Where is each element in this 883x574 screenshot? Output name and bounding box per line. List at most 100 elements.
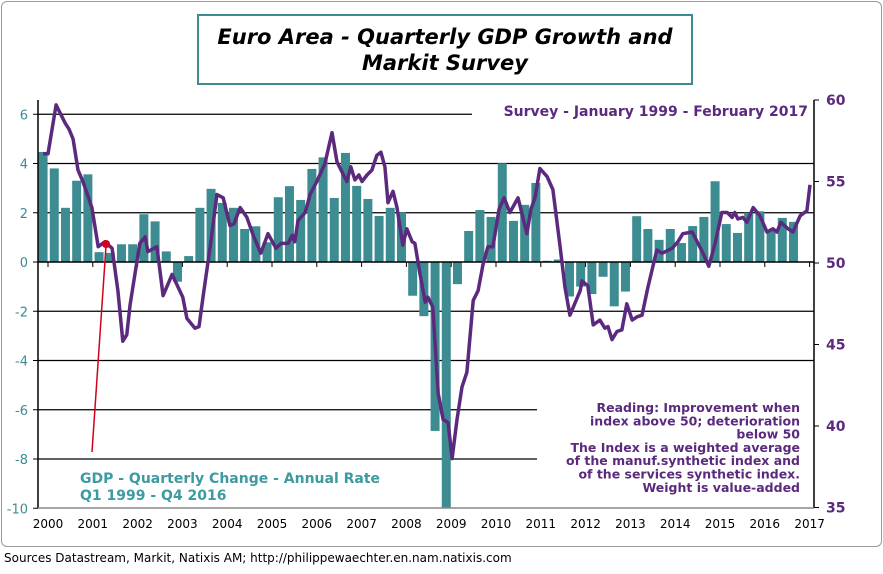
chart-frame [1, 1, 882, 547]
x-tick-label: 2009 [436, 517, 467, 531]
x-tick-label: 2000 [33, 517, 64, 531]
left-tick-label: -8 [15, 453, 28, 468]
gdp-bar [710, 181, 720, 262]
gdp-bar [576, 262, 586, 287]
gdp-bar [307, 168, 317, 262]
gdp-bar [520, 204, 530, 262]
gdp-bar [732, 232, 742, 262]
reading-note-line: The Index is a weighted average [570, 440, 800, 455]
right-tick-label: 45 [826, 338, 845, 354]
gdp-bar [161, 251, 171, 262]
gdp-bar [105, 252, 115, 262]
gdp-bar [240, 229, 250, 262]
x-tick-label: 2005 [257, 517, 288, 531]
gdp-bar [172, 262, 182, 282]
left-tick-label: -6 [15, 404, 28, 419]
reading-note-line: below 50 [736, 427, 800, 442]
reading-note-line: Weight is value-added [642, 480, 800, 495]
gdp-bar [766, 230, 776, 262]
left-tick-label: 6 [20, 108, 28, 123]
gdp-bar [352, 185, 362, 262]
gdp-bar [777, 217, 787, 262]
gdp-bar [408, 262, 418, 296]
gdp-bar [116, 244, 126, 262]
gdp-bar [688, 226, 698, 262]
gdp-bar [441, 262, 451, 509]
gdp-bar [318, 157, 328, 262]
left-tick-label: 0 [20, 256, 28, 271]
left-tick-label: -2 [15, 305, 28, 320]
gdp-bar [273, 197, 283, 262]
gdp-bar [464, 230, 474, 262]
left-tick-label: -4 [15, 355, 28, 370]
gdp-bar [699, 216, 709, 262]
x-tick-label: 2017 [794, 517, 825, 531]
x-tick-label: 2015 [705, 517, 736, 531]
gdp-bar [385, 207, 395, 262]
gdp-bar [598, 262, 608, 277]
x-tick-label: 2007 [346, 517, 377, 531]
gdp-bar [620, 262, 630, 292]
gdp-bar [744, 212, 754, 262]
x-tick-label: 2006 [302, 517, 333, 531]
gdp-bar [150, 221, 160, 262]
gdp-bar [508, 220, 518, 262]
left-tick-label: 2 [20, 207, 28, 222]
gdp-bar [72, 180, 82, 262]
gdp-bar [632, 216, 642, 262]
gdp-bar [755, 211, 765, 262]
gdp-bar [228, 207, 238, 262]
gdp-bar [553, 259, 563, 262]
x-tick-label: 2014 [660, 517, 691, 531]
left-tick-label: -10 [7, 502, 28, 517]
gdp-bar [128, 244, 138, 262]
x-tick-label: 2008 [391, 517, 422, 531]
gdp-bar [665, 229, 675, 262]
x-tick-label: 2012 [570, 517, 601, 531]
gdp-bar [195, 207, 205, 262]
right-tick-label: 55 [826, 175, 845, 191]
gdp-bar [83, 174, 93, 262]
x-tick-label: 2011 [526, 517, 557, 531]
gdp-bar [609, 262, 619, 307]
gdp-bar [788, 221, 798, 262]
gdp-bar [284, 186, 294, 262]
x-tick-label: 2002 [122, 517, 153, 531]
x-tick-label: 2016 [750, 517, 781, 531]
survey-legend-label: Survey - January 1999 - February 2017 [504, 104, 808, 120]
right-tick-label: 60 [826, 93, 846, 109]
right-tick-label: 50 [826, 256, 846, 272]
x-tick-label: 2013 [615, 517, 646, 531]
gdp-bar [206, 188, 216, 262]
reading-note-line: of the services synthetic index. [578, 467, 800, 482]
gdp-bar [676, 243, 686, 262]
gdp-bar [643, 229, 653, 262]
gdp-bar [475, 210, 485, 262]
right-tick-label: 40 [826, 419, 846, 435]
arrow-dot [102, 240, 110, 248]
x-tick-label: 2010 [481, 517, 512, 531]
gdp-bar [38, 151, 48, 262]
gdp-bar [49, 168, 59, 262]
gdp-bar [587, 262, 597, 295]
sources-footer: Sources Datastream, Markit, Natixis AM; … [4, 551, 512, 565]
survey-line [43, 103, 812, 461]
gdp-bar [497, 163, 507, 262]
x-tick-label: 2001 [78, 517, 109, 531]
gdp-bar [363, 198, 373, 262]
gdp-legend-label: GDP - Quarterly Change - Annual Rate [80, 471, 380, 487]
gdp-period-label: Q1 1999 - Q4 2016 [80, 488, 227, 504]
gdp-bar [374, 215, 384, 262]
gdp-bar [531, 182, 541, 262]
reading-note-line: index above 50; deterioration [590, 413, 800, 428]
title-line-1: Euro Area - Quarterly GDP Growth and [217, 24, 673, 49]
right-tick-label: 35 [826, 501, 845, 517]
gdp-bar [60, 207, 70, 262]
chart-title: Euro Area - Quarterly GDP Growth and Mar… [197, 14, 693, 85]
reading-note-line: of the manuf.synthetic index and [566, 453, 800, 468]
gdp-bar [262, 242, 272, 262]
gdp-bar [94, 252, 104, 262]
gdp-bar [452, 262, 462, 285]
